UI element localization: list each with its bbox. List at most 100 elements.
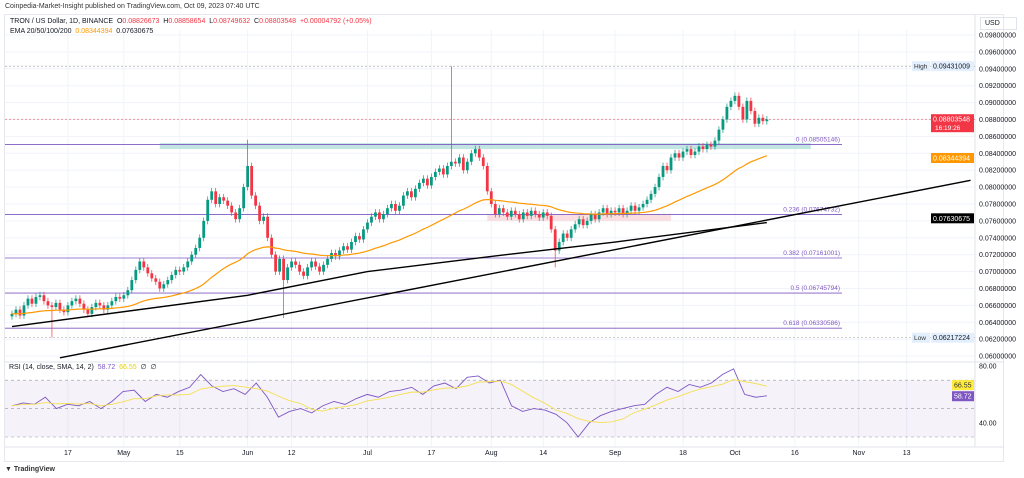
date-tick-label: Oct [729, 450, 740, 457]
candle-body [441, 168, 445, 175]
date-tick-label: Jul [363, 450, 372, 457]
candle-body [130, 280, 134, 291]
candle-body [322, 264, 325, 272]
rsi-line [11, 368, 767, 438]
candle-body [38, 295, 42, 297]
candle-body [238, 208, 242, 220]
candle-body [314, 261, 317, 267]
candle-body [234, 212, 238, 220]
candle-body [202, 220, 206, 238]
date-tick-label: Aug [485, 450, 498, 457]
candle-body [585, 220, 589, 226]
candle-body [54, 302, 58, 308]
candle-body [210, 191, 214, 200]
rsi-tick-label: 40.00 [979, 420, 997, 427]
price-tick-label: 0.08600000 [979, 134, 1016, 141]
price-tick-label: 0.09600000 [979, 49, 1016, 56]
candle-body [270, 237, 274, 255]
candle-body [597, 212, 601, 220]
candle-body [613, 210, 617, 213]
candle-body [533, 210, 537, 215]
candle-body [541, 212, 545, 218]
candle-body [657, 176, 661, 188]
candle-body [689, 149, 693, 155]
date-tick-label: 14 [539, 450, 547, 457]
candle-body [82, 303, 86, 310]
candle-body [725, 106, 729, 120]
candle-body [473, 149, 477, 154]
date-tick-label: 17 [64, 450, 72, 457]
price-tick-label: 0.09800000 [979, 33, 1016, 40]
price-tick-label: 0.09000000 [979, 100, 1016, 107]
low-value: 0.08749632 [213, 18, 251, 25]
candle-body [10, 313, 14, 317]
candle-body [214, 191, 218, 204]
high-value: 0.09431009 [933, 64, 970, 71]
price-tick-label: 0.07400000 [979, 235, 1016, 242]
candle-body [521, 212, 525, 220]
rsi-band [5, 380, 975, 437]
price-tick-label: 0.06600000 [979, 303, 1016, 310]
symbol[interactable]: TRON / US Dollar, 1D, BINANCE [10, 18, 114, 25]
candle-body [709, 144, 713, 147]
rsi-label[interactable]: RSI (14, close, SMA, 14, 2) [9, 364, 94, 371]
ema-label[interactable]: EMA 20/50/100/200 [10, 28, 72, 35]
candle-body [390, 204, 393, 209]
high-tag [912, 61, 930, 72]
rsi-tag-bg [952, 391, 974, 402]
date-tick-label: 16 [791, 450, 799, 457]
candle-body [721, 119, 725, 130]
candle-body [206, 199, 210, 221]
rsi-sma-tag-bg [952, 380, 974, 391]
candle-body [745, 100, 749, 120]
date-tick-label: May [117, 450, 131, 457]
candle-body [274, 254, 278, 272]
candle-body [733, 95, 737, 101]
rsi-legend: RSI (14, close, SMA, 14, 2) 58.72 66.55 … [9, 363, 157, 371]
candle-body [749, 100, 753, 112]
last-price-tag-bg [931, 114, 974, 133]
fib-label: 0.236 (0.07674732) [783, 207, 840, 214]
candle-body [46, 301, 50, 306]
candle-body [421, 178, 425, 183]
candle-body [394, 204, 397, 211]
candle-body [665, 165, 669, 171]
candle-body [154, 278, 158, 282]
candle-body [557, 242, 561, 251]
candle-body [673, 153, 677, 158]
candle-body [178, 269, 182, 272]
candle-body [98, 302, 102, 306]
currency-button[interactable]: USD [980, 17, 1017, 30]
candle-body [306, 267, 309, 276]
candle-body [410, 191, 413, 198]
candle-body [653, 187, 657, 194]
candle-body [158, 281, 162, 289]
candle-body [417, 182, 421, 189]
h-label: H [163, 18, 169, 25]
ema50-line [11, 155, 768, 315]
rsi-sma-tag: 66.55 [954, 383, 972, 390]
candle-body [525, 212, 529, 216]
candle-body [94, 302, 98, 308]
candle-body [114, 296, 118, 302]
candle-body [681, 151, 685, 158]
candle-body [493, 204, 497, 215]
candle-body [581, 219, 585, 226]
price-tick-label: 0.08400000 [979, 151, 1016, 158]
candle-body [513, 210, 517, 215]
l-label: L [209, 18, 214, 25]
candle-body [118, 296, 122, 299]
candle-body [310, 261, 313, 268]
candle-body [573, 224, 577, 230]
candle-body [697, 146, 701, 152]
ema200-value: 0.07630675 [116, 28, 154, 35]
candle-body [50, 305, 54, 308]
candle-body [42, 295, 46, 302]
candle-body [66, 305, 70, 313]
chart-frame[interactable] [4, 14, 1004, 462]
candle-body [437, 168, 441, 172]
rsi-tick-label: 80.00 [979, 364, 997, 371]
candle-body [370, 216, 373, 223]
candle-body [705, 144, 709, 150]
